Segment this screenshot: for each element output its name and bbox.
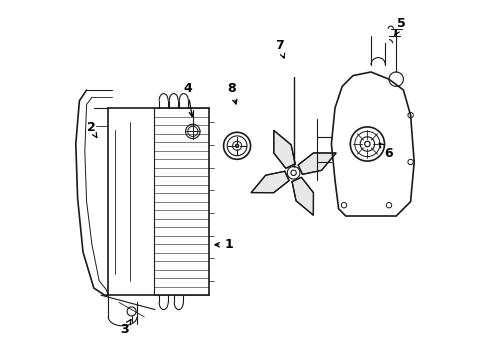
Text: 5: 5: [395, 17, 406, 35]
Text: 1: 1: [215, 238, 233, 251]
Polygon shape: [298, 153, 336, 174]
Text: 4: 4: [183, 82, 194, 117]
Polygon shape: [274, 130, 295, 168]
Text: 7: 7: [275, 39, 285, 58]
Polygon shape: [251, 171, 289, 193]
Text: 2: 2: [87, 121, 97, 138]
Text: 6: 6: [379, 143, 393, 159]
Text: 3: 3: [120, 320, 131, 336]
Text: 8: 8: [227, 82, 237, 104]
Polygon shape: [292, 177, 314, 215]
